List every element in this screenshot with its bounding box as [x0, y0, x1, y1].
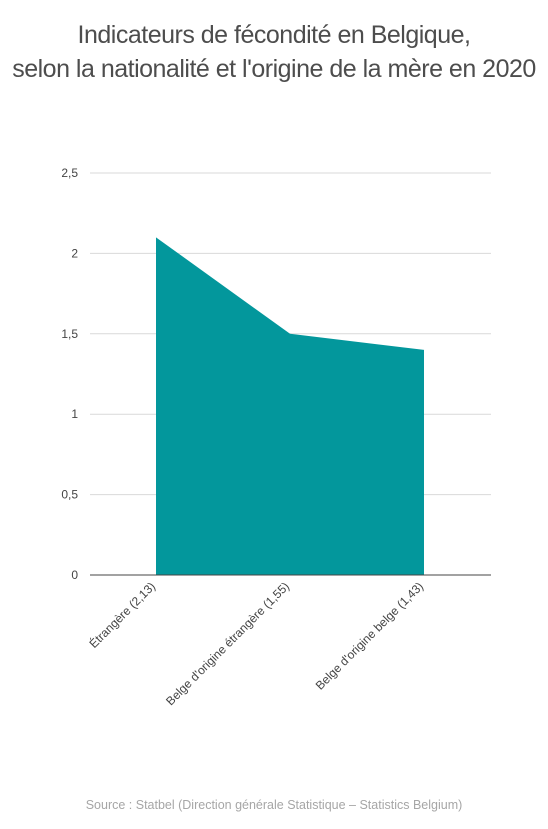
y-tick-label: 0,5	[61, 488, 78, 502]
x-tick-label: Belge d'origine belge (1,43)	[313, 579, 426, 692]
x-tick-labels: Étrangère (2,13) Belge d'origine étrangèr…	[86, 579, 426, 709]
y-tick-label: 2	[71, 246, 78, 260]
x-tick-label: Belge d'origine étrangère (1,55)	[163, 579, 292, 708]
y-tick-label: 2,5	[61, 166, 78, 180]
area-series	[155, 237, 425, 575]
area-fill	[156, 237, 424, 575]
y-tick-label: 0	[71, 568, 78, 582]
chart-title: Indicateurs de fécondité en Belgique, se…	[0, 18, 548, 86]
y-tick-label: 1	[71, 407, 78, 421]
source-note: Source : Statbel (Direction générale Sta…	[85, 798, 463, 812]
chart-title-line-2: selon la nationalité et l'origine de la …	[12, 55, 536, 83]
y-tick-labels: 0 0,5 1 1,5 2 2,5	[61, 166, 78, 582]
x-tick-label: Étrangère (2,13)	[86, 579, 158, 651]
chart-title-line-1: Indicateurs de fécondité en Belgique,	[77, 21, 471, 49]
y-tick-label: 1,5	[61, 327, 78, 341]
